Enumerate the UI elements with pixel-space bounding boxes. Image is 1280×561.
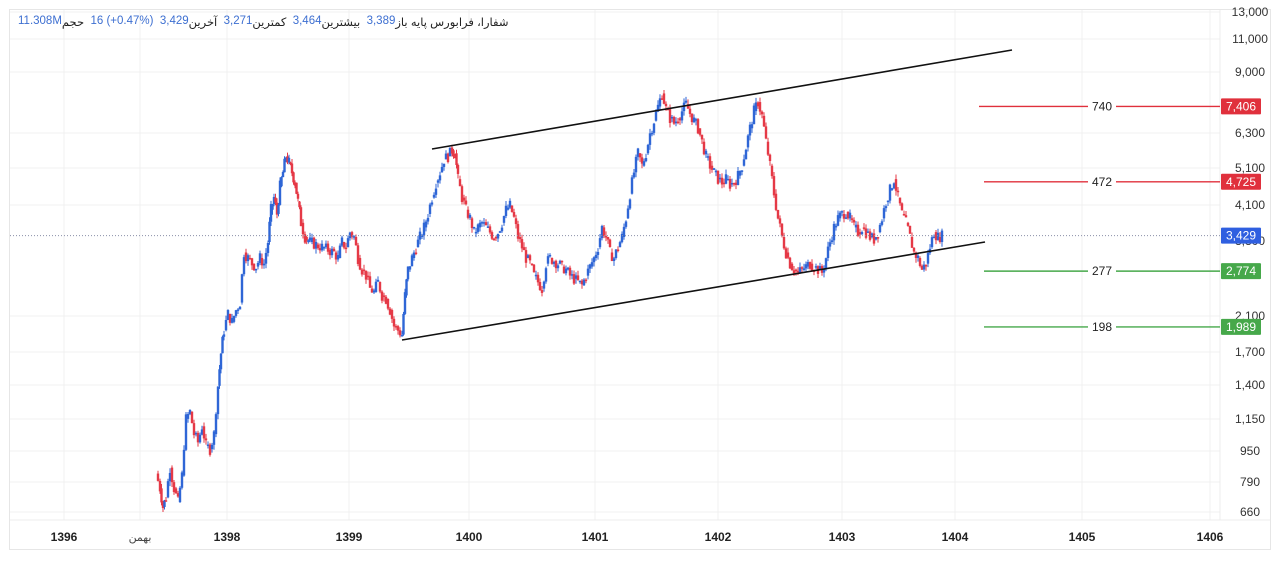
time-tick: 1403: [829, 530, 856, 544]
chart-frame: [9, 9, 1271, 550]
candlestick-series: [156, 90, 944, 513]
price-levels[interactable]: 740 472 277 198: [979, 99, 1220, 334]
last-price-tag: 3,429: [1221, 227, 1261, 244]
grid-lines: [10, 10, 1220, 520]
price-tick: 13,000: [1232, 5, 1269, 19]
svg-text:7,406: 7,406: [1226, 99, 1256, 113]
resistance-2-line[interactable]: 472: [984, 175, 1220, 189]
time-tick: 1406: [1197, 530, 1224, 544]
price-tick: 4,100: [1235, 198, 1265, 212]
time-tick: 1401: [582, 530, 609, 544]
resistance-1-line[interactable]: 740: [979, 99, 1220, 113]
channel-lower[interactable]: [401, 241, 986, 341]
level-diff-label: 740: [1092, 99, 1112, 113]
time-tick: 1402: [705, 530, 732, 544]
time-tick: بهمن: [129, 532, 152, 544]
volume-value: 11.308M: [18, 15, 62, 27]
price-tick: 790: [1240, 475, 1260, 489]
price-tick: 11,000: [1232, 32, 1268, 46]
price-tick: 9,000: [1235, 65, 1265, 79]
ohlc-legend: شفارا، فرابورس پایه باز 3,389 بیشترین 3,…: [18, 15, 509, 29]
price-tick: 660: [1240, 505, 1260, 519]
last-label: آخرین: [188, 17, 218, 29]
price-tags: 7,406 4,725 2,774 1,989 3,429: [1221, 98, 1261, 335]
level-diff-label: 198: [1092, 320, 1112, 334]
time-tick: 1399: [336, 530, 363, 544]
volume-label: حجم: [61, 17, 85, 29]
time-tick: 1404: [942, 530, 969, 544]
open-value: 3,389: [366, 15, 396, 27]
support-1-tag: 2,774: [1221, 263, 1261, 280]
last-value: 3,429: [159, 15, 189, 27]
svg-text:4,725: 4,725: [1226, 175, 1256, 189]
change-value: 16 (+0.47%): [90, 15, 154, 27]
price-tick: 5,100: [1235, 161, 1265, 175]
price-tick: 950: [1240, 444, 1260, 458]
high-label: بیشترین: [321, 17, 361, 29]
price-tick: 1,400: [1235, 378, 1265, 392]
price-tick: 1,700: [1235, 345, 1265, 359]
price-tick: 1,150: [1235, 412, 1265, 426]
level-diff-label: 277: [1092, 264, 1112, 278]
symbol-name: شفارا، فرابورس پایه: [410, 17, 509, 29]
support-1-line[interactable]: 277: [984, 264, 1220, 278]
trendlines[interactable]: [401, 49, 1013, 341]
svg-text:2,774: 2,774: [1226, 264, 1256, 278]
high-value: 3,464: [292, 15, 322, 27]
support-2-line[interactable]: 198: [984, 320, 1220, 334]
price-tick: 6,300: [1235, 126, 1265, 140]
open-label: باز: [395, 17, 408, 29]
resistance-1-tag: 7,406: [1221, 98, 1261, 115]
low-label: کمترین: [252, 17, 287, 29]
price-axis[interactable]: 13,00011,0009,0006,3005,1004,1002,1001,7…: [1232, 5, 1269, 519]
svg-text:3,429: 3,429: [1226, 229, 1256, 243]
time-tick: 1396: [51, 530, 78, 544]
support-2-tag: 1,989: [1221, 318, 1261, 335]
time-tick: 1398: [214, 530, 241, 544]
time-axis[interactable]: 1396 بهمن 1398 1399 1400 1401 1402 1403 1404 1405…: [51, 530, 1224, 544]
resistance-2-tag: 4,725: [1221, 173, 1261, 190]
svg-text:1,989: 1,989: [1226, 320, 1256, 334]
level-diff-label: 472: [1092, 175, 1112, 189]
time-tick: 1400: [456, 530, 483, 544]
low-value: 3,271: [223, 15, 253, 27]
time-tick: 1405: [1069, 530, 1096, 544]
channel-upper[interactable]: [431, 49, 1013, 150]
